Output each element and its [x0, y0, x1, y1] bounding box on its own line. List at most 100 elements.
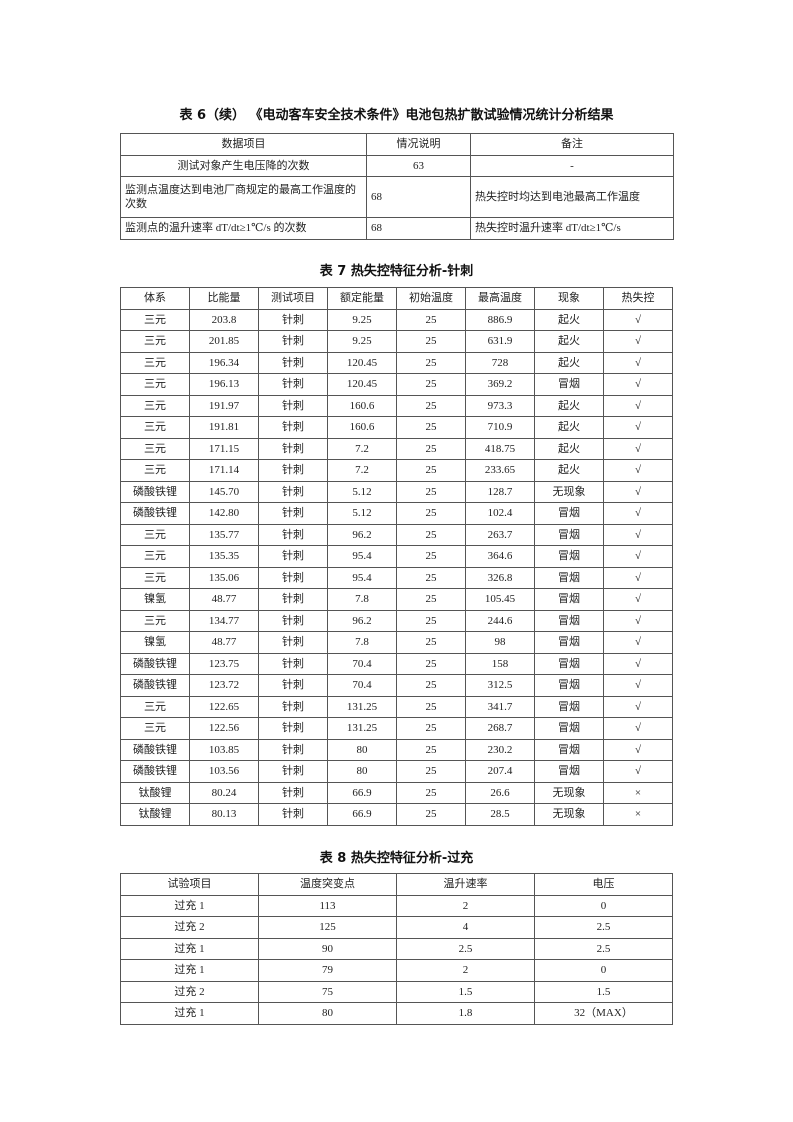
table-cell: 针刺 — [258, 394, 328, 417]
table-cell: 监测点温度达到电池厂商规定的最高工作温度的次数 — [120, 176, 367, 218]
table-cell: √ — [603, 459, 673, 482]
table-cell: 128.7 — [465, 480, 535, 503]
table-cell: 过充 1 — [120, 937, 259, 960]
table-cell: × — [603, 803, 673, 826]
table-cell: 磷酸铁锂 — [120, 674, 190, 697]
table-cell: 无现象 — [534, 781, 604, 804]
table-cell: 201.85 — [189, 330, 259, 353]
table-cell: √ — [603, 695, 673, 718]
table-row: 过充 1 80 1.8 32（MAX） — [120, 1002, 673, 1025]
table-cell: 233.65 — [465, 459, 535, 482]
table6-title: 表 6（续） 《电动客车安全技术条件》电池包热扩散试验情况统计分析结果 — [179, 108, 614, 123]
column-header: 体系 — [120, 287, 190, 310]
table-cell: √ — [603, 308, 673, 331]
column-header: 热失控 — [603, 287, 673, 310]
table-cell: 25 — [396, 523, 466, 546]
table-cell: 镍氢 — [120, 588, 190, 611]
table-cell: 针刺 — [258, 674, 328, 697]
table-cell: 针刺 — [258, 760, 328, 783]
table-row: 过充 2 75 1.5 1.5 — [120, 980, 673, 1003]
table-cell: 25 — [396, 394, 466, 417]
column-header: 试验项目 — [120, 873, 259, 896]
table-cell: 7.8 — [327, 631, 397, 654]
table-cell: 起火 — [534, 394, 604, 417]
table-cell: 钛酸锂 — [120, 781, 190, 804]
table-cell: 2.5 — [396, 937, 535, 960]
table-cell: 973.3 — [465, 394, 535, 417]
table-cell: 102.4 — [465, 502, 535, 525]
table-cell: 80 — [327, 760, 397, 783]
table-cell: 三元 — [120, 373, 190, 396]
column-header: 初始温度 — [396, 287, 466, 310]
table6: 数据项目 情况说明 备注 测试对象产生电压降的次数 63- 监测点温度达到电池厂商规定的最… — [120, 133, 674, 240]
table-cell: 48.77 — [189, 631, 259, 654]
column-header: 温升速率 — [396, 873, 535, 896]
table-row: 监测点温度达到电池厂商规定的最高工作温度的次数 68 热失控时均达到电池最高工作温度 — [120, 176, 674, 218]
table-row: 三元 171.15 针刺 7.2 25 418.75 起火 √ — [120, 437, 673, 460]
table-cell: 冒烟 — [534, 695, 604, 718]
table-cell: 25 — [396, 652, 466, 675]
table-row: 过充 1 90 2.5 2.5 — [120, 937, 673, 960]
table-cell: 针刺 — [258, 480, 328, 503]
table-cell: √ — [603, 330, 673, 353]
table-cell: √ — [603, 416, 673, 439]
table-row: 磷酸铁锂 123.75 针刺 70.4 25 158 冒烟 √ — [120, 652, 673, 675]
table-cell: 886.9 — [465, 308, 535, 331]
table-row: 三元 171.14 针刺 7.2 25 233.65 起火 √ — [120, 459, 673, 482]
table-cell: 25 — [396, 760, 466, 783]
table-cell: 142.80 — [189, 502, 259, 525]
table-cell: 171.14 — [189, 459, 259, 482]
table-cell: √ — [603, 502, 673, 525]
table-cell: √ — [603, 566, 673, 589]
table-cell: 80.13 — [189, 803, 259, 826]
table-row: 三元 122.56 针刺 131.25 25 268.7 冒烟 √ — [120, 717, 673, 740]
table-cell: 96.2 — [327, 523, 397, 546]
table-cell: 测试对象产生电压降的次数 — [120, 154, 367, 177]
table-cell: 磷酸铁锂 — [120, 502, 190, 525]
table-cell: 263.7 — [465, 523, 535, 546]
table-cell: 80.24 — [189, 781, 259, 804]
table-cell: 25 — [396, 695, 466, 718]
table-cell: 191.81 — [189, 416, 259, 439]
table-row: 三元 135.06 针刺 95.4 25 326.8 冒烟 √ — [120, 566, 673, 589]
table-cell: √ — [603, 738, 673, 761]
table-cell: 针刺 — [258, 631, 328, 654]
table-cell: 三元 — [120, 609, 190, 632]
table-cell: 418.75 — [465, 437, 535, 460]
table-cell: 过充 2 — [120, 980, 259, 1003]
table-cell: 2.5 — [534, 916, 673, 939]
table-cell: 热失控时均达到电池最高工作温度 — [470, 176, 674, 218]
table-cell: 三元 — [120, 695, 190, 718]
table-cell: 起火 — [534, 459, 604, 482]
table-cell: 监测点的温升速率 dT/dt≥1℃/s 的次数 — [120, 217, 367, 240]
column-header: 最高温度 — [465, 287, 535, 310]
table-cell: 7.2 — [327, 437, 397, 460]
table-cell: 125 — [258, 916, 397, 939]
table-cell: 镍氢 — [120, 631, 190, 654]
table-row: 三元 201.85 针刺 9.25 25 631.9 起火 √ — [120, 330, 673, 353]
table-cell: 冒烟 — [534, 717, 604, 740]
table-cell: √ — [603, 652, 673, 675]
table-row: 三元 135.77 针刺 96.2 25 263.7 冒烟 √ — [120, 523, 673, 546]
table-cell: 三元 — [120, 394, 190, 417]
table-cell: 207.4 — [465, 760, 535, 783]
table-cell: 0 — [534, 959, 673, 982]
table-cell: 起火 — [534, 330, 604, 353]
table-cell: 冒烟 — [534, 545, 604, 568]
table7-title: 表 7 热失控特征分析-针刺 — [319, 264, 474, 279]
table-cell: 25 — [396, 459, 466, 482]
table-cell: 起火 — [534, 351, 604, 374]
table-cell: 122.56 — [189, 717, 259, 740]
table7: 体系 比能量 测试项目 额定能量 初始温度 最高温度 现象 热失控 三元 203.8 针刺 9.25 2… — [120, 287, 673, 826]
table-cell: 123.75 — [189, 652, 259, 675]
table-cell: √ — [603, 717, 673, 740]
table-cell: 磷酸铁锂 — [120, 652, 190, 675]
table-cell: 28.5 — [465, 803, 535, 826]
table-row: 过充 1 79 2 0 — [120, 959, 673, 982]
table-cell: 134.77 — [189, 609, 259, 632]
table-cell: 25 — [396, 803, 466, 826]
table-cell: √ — [603, 480, 673, 503]
header-row: 数据项目 情况说明 备注 — [120, 133, 674, 156]
table-row: 三元 196.34 针刺 120.45 25 728 起火 √ — [120, 351, 673, 374]
table-cell: 针刺 — [258, 459, 328, 482]
